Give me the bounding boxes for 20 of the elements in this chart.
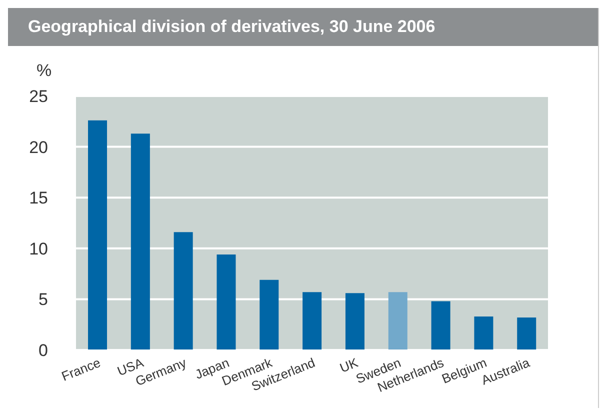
bar [216, 254, 236, 350]
y-tick-label: 0 [38, 341, 48, 360]
y-tick-label: 15 [29, 188, 48, 208]
y-axis-title: % [36, 61, 52, 80]
bar [260, 280, 279, 350]
x-tick-label: France [59, 354, 103, 384]
bar [302, 292, 322, 350]
y-tick-label: 25 [29, 87, 48, 106]
y-tick-label: 5 [38, 290, 48, 310]
bar [88, 120, 108, 350]
bar [474, 316, 494, 350]
bar [431, 301, 450, 350]
y-tick-label: 20 [29, 138, 48, 157]
bar [388, 292, 408, 350]
bar [130, 134, 150, 350]
y-tick-label: 10 [29, 239, 48, 258]
bar [517, 317, 536, 350]
bar [174, 232, 193, 350]
bar [345, 293, 364, 350]
chart-title: Geographical division of derivatives, 30 June 2006 [8, 8, 598, 46]
